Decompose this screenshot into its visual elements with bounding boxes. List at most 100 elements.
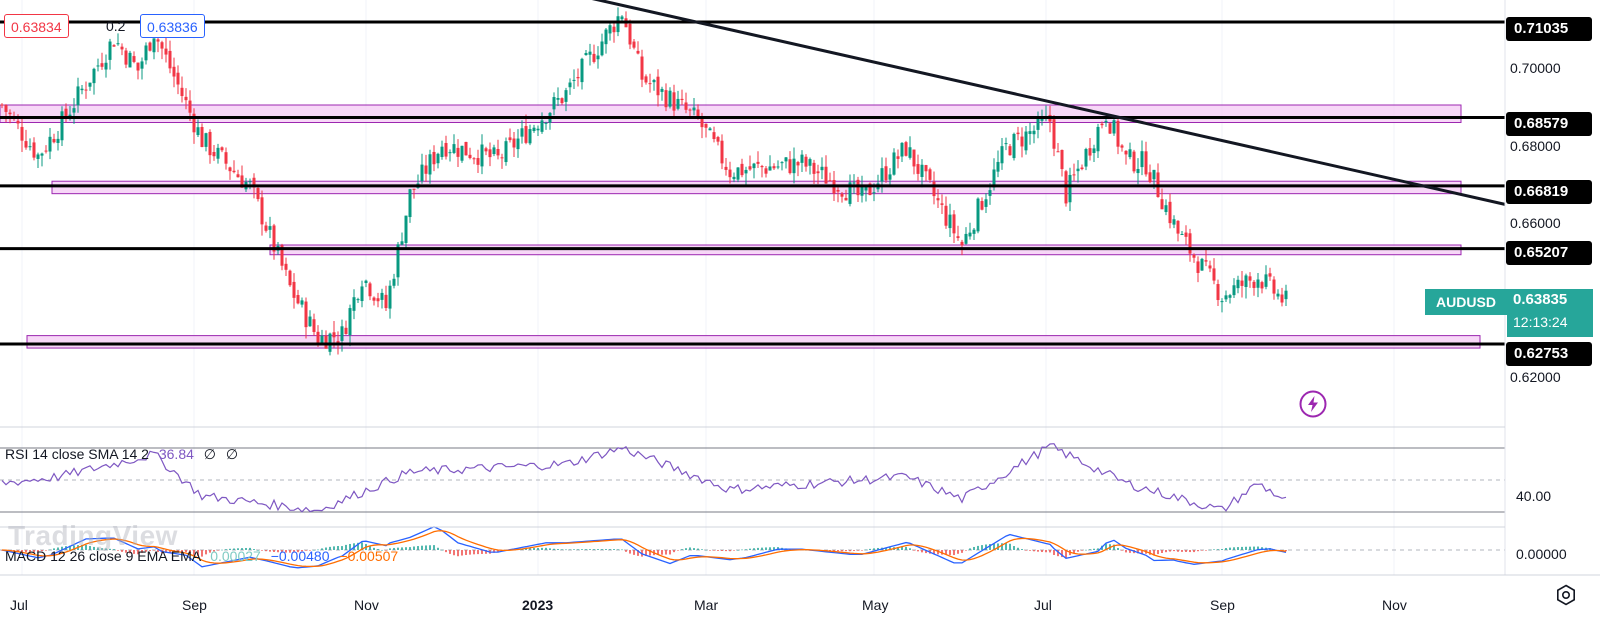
- candle-body: [1240, 280, 1244, 286]
- candle-body: [704, 123, 708, 128]
- macd-histogram-bar: [289, 550, 291, 553]
- macd-histogram-bar: [465, 550, 467, 556]
- candle-body: [1004, 143, 1008, 145]
- macd-histogram-bar: [405, 547, 407, 550]
- macd-histogram-bar: [209, 550, 211, 553]
- macd-histogram-bar: [29, 550, 31, 553]
- macd-histogram-bar: [421, 545, 423, 550]
- y-tick-label: 0.68000: [1510, 138, 1561, 154]
- candle-body: [24, 141, 28, 148]
- candle-body: [220, 147, 224, 151]
- candle-body: [1084, 148, 1088, 167]
- macd-histogram-bar: [849, 550, 851, 552]
- macd-histogram-bar: [861, 550, 863, 551]
- macd-histogram-bar: [669, 550, 671, 555]
- candle-body: [1188, 233, 1192, 254]
- macd-value: −0.00480: [270, 548, 330, 564]
- macd-histogram-bar: [1037, 550, 1039, 552]
- macd-histogram-bar: [913, 550, 915, 551]
- macd-histogram-bar: [157, 550, 159, 553]
- candle-body: [784, 157, 788, 162]
- macd-histogram-bar: [725, 550, 727, 552]
- candle-body: [1184, 232, 1188, 237]
- candle-body: [1260, 282, 1264, 289]
- candle-body: [776, 166, 780, 168]
- candle-body: [1136, 168, 1140, 174]
- candle-body: [156, 39, 160, 42]
- macd-histogram-bar: [1009, 543, 1011, 550]
- macd-histogram-bar: [845, 550, 847, 552]
- macd-histogram-bar: [1257, 546, 1259, 550]
- macd-histogram-bar: [917, 550, 919, 552]
- macd-histogram-bar: [837, 550, 839, 552]
- candle-body: [676, 98, 680, 109]
- macd-histogram-bar: [1217, 549, 1219, 550]
- macd-histogram-bar: [621, 549, 623, 551]
- ask-price-box[interactable]: 0.63836: [140, 14, 205, 38]
- macd-histogram-bar: [69, 545, 71, 550]
- bid-price-box[interactable]: 0.63834: [4, 14, 69, 38]
- candle-body: [364, 280, 368, 284]
- candle-body: [1144, 151, 1148, 175]
- candle-body: [1236, 279, 1240, 289]
- macd-histogram-bar: [645, 550, 647, 556]
- candle-body: [600, 41, 604, 56]
- candle-body: [292, 281, 296, 298]
- candle-body: [1272, 279, 1276, 294]
- flash-icon[interactable]: [1299, 390, 1327, 418]
- candle-body: [816, 171, 820, 174]
- candle-body: [652, 80, 656, 83]
- macd-histogram-bar: [273, 550, 275, 552]
- macd-histogram-bar: [301, 550, 303, 552]
- macd-histogram-bar: [1241, 546, 1243, 550]
- candle-body: [512, 138, 516, 148]
- macd-histogram-bar: [693, 548, 695, 550]
- macd-histogram-bar: [985, 544, 987, 550]
- macd-histogram-bar: [17, 550, 19, 552]
- candle-body: [4, 105, 8, 112]
- macd-histogram-bar: [221, 549, 223, 551]
- rsi-legend[interactable]: RSI 14 close SMA 14 2 36.84 ∅ ∅: [5, 446, 238, 463]
- candle-body: [1128, 149, 1132, 158]
- macd-histogram-bar: [441, 549, 443, 551]
- macd-histogram-bar: [249, 547, 251, 550]
- candle-body: [1228, 295, 1232, 298]
- trendline[interactable]: [590, 0, 1506, 206]
- candle-body: [284, 263, 288, 270]
- macd-histogram-bar: [949, 550, 951, 555]
- macd-histogram-bar: [705, 549, 707, 551]
- macd-legend[interactable]: MACD 12 26 close 9 EMA EMA 0.00027 −0.00…: [5, 548, 398, 564]
- candle-body: [136, 62, 140, 71]
- macd-histogram-bar: [1161, 550, 1163, 553]
- macd-histogram-bar: [1129, 550, 1131, 553]
- settings-gear-icon[interactable]: [1555, 584, 1577, 606]
- candle-body: [152, 38, 156, 53]
- macd-line: [1, 526, 1287, 569]
- candle-body: [996, 161, 1000, 172]
- candle-body: [688, 109, 692, 111]
- rsi-pane: [0, 443, 1505, 513]
- candle-body: [1248, 276, 1252, 281]
- candle-body: [856, 179, 860, 196]
- candle-body: [660, 88, 664, 92]
- macd-histogram-bar: [769, 547, 771, 550]
- macd-histogram-bar: [1193, 550, 1195, 553]
- macd-histogram-bar: [577, 549, 579, 550]
- candle-body: [1224, 295, 1228, 300]
- candle-body: [388, 285, 392, 309]
- candle-body: [736, 167, 740, 180]
- macd-histogram-bar: [21, 550, 23, 552]
- macd-histogram-bar: [457, 550, 459, 557]
- candle-body: [320, 335, 324, 344]
- candle-body: [1068, 174, 1072, 203]
- candle-body: [376, 298, 380, 302]
- candle-body: [308, 316, 312, 327]
- candle-body: [120, 46, 124, 50]
- macd-histogram-bar: [1237, 547, 1239, 550]
- candle-body: [216, 147, 220, 159]
- candle-body: [184, 96, 188, 101]
- candle-body: [212, 151, 216, 157]
- macd-histogram-bar: [993, 543, 995, 550]
- candle-body: [16, 120, 20, 124]
